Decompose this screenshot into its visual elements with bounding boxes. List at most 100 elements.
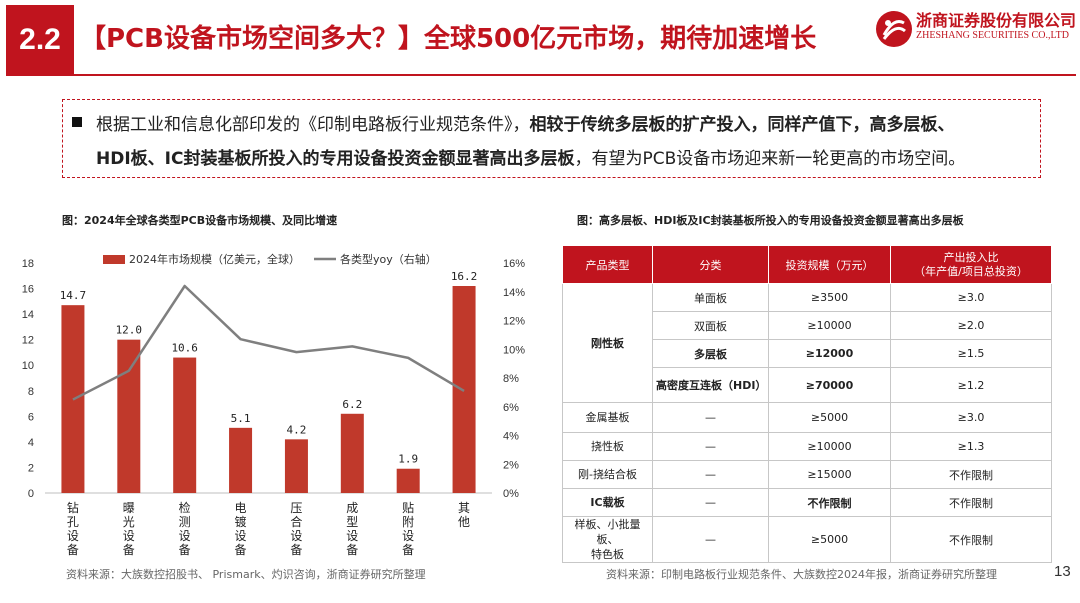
product-type-cell: 样板、小批量板、 特色板: [562, 516, 653, 563]
table-row: 刚性板 单面板 ≥3500 ≥3.0: [562, 283, 1052, 403]
category-label: 合: [290, 514, 302, 529]
category-cell: 单面板: [652, 283, 769, 312]
table-header-cell: 产品类型: [562, 245, 653, 284]
bar-value-label: 1.9: [398, 453, 418, 466]
header-divider: [6, 74, 1076, 76]
product-type-cell: 金属基板: [562, 402, 653, 433]
bar-value-label: 16.2: [451, 270, 478, 283]
chart-source-note: 资料来源：大族数控招股书、 Prismark、灼识咨询，浙商证券研究所整理: [66, 568, 426, 581]
category-cell: —: [652, 460, 769, 489]
y-right-tick-label: 12%: [503, 316, 525, 328]
investment-cell: ≥15000: [768, 460, 891, 489]
y-right-tick-label: 6%: [503, 402, 519, 414]
investment-cell: ≥70000: [768, 367, 891, 403]
bar: [284, 439, 308, 493]
legend-bar-label: 2024年市场规模（亿美元，全球）: [129, 252, 300, 266]
table-row: 金属基板 — ≥5000 ≥3.0: [562, 402, 1052, 433]
category-cell: 双面板: [652, 311, 769, 340]
table-row: 双面板 ≥10000 ≥2.0: [563, 311, 1052, 340]
table-header-row: 产品类型 分类 投资规模（万元） 产出投入比 （年产值/项目总投资）: [562, 245, 1052, 284]
product-type-cell: 刚-挠结合板: [562, 460, 653, 489]
category-cell: 多层板: [652, 339, 769, 368]
category-label: 压: [290, 501, 302, 515]
ratio-cell: 不作限制: [890, 516, 1052, 563]
ratio-cell: ≥3.0: [890, 402, 1052, 433]
yoy-line: [72, 284, 465, 401]
category-label: 镀: [235, 515, 247, 529]
category-label: 他: [458, 515, 470, 529]
ratio-cell: ≥1.3: [890, 432, 1052, 461]
y-left-tick-label: 14: [22, 309, 34, 321]
category-label: 备: [290, 543, 302, 557]
zheshang-logo-icon: [876, 11, 912, 47]
callout-emphasis: 相较于传统多层板的扩产投入，同样产值下，高多层板、: [529, 115, 955, 135]
bar-value-label: 4.2: [287, 423, 307, 436]
bar: [229, 427, 253, 493]
ratio-cell: ≥1.5: [890, 339, 1052, 368]
y-left-tick-label: 12: [22, 335, 34, 347]
category-label: 备: [179, 543, 191, 557]
y-left-tick-label: 0: [28, 488, 34, 500]
chart-figure-title: 图：2024年全球各类型PCB设备市场规模、及同比增速: [62, 214, 338, 227]
y-left-tick-label: 18: [22, 258, 34, 270]
table-header-cell: 产出投入比 （年产值/项目总投资）: [890, 245, 1052, 284]
y-right-tick-label: 10%: [503, 344, 525, 356]
y-left-tick-label: 8: [28, 386, 34, 398]
callout-line-2: HDI板、IC封装基板所投入的专用设备投资金额显著高出多层板，有望为PCB设备市…: [96, 144, 965, 169]
y-right-tick-label: 2%: [503, 459, 519, 471]
product-type-cell: 挠性板: [562, 432, 653, 461]
bar-value-label: 5.1: [231, 412, 251, 425]
y-left-tick-label: 2: [28, 462, 34, 474]
category-label: 设: [235, 529, 247, 543]
table-row: 样板、小批量板、 特色板 — ≥5000 不作限制: [562, 516, 1052, 563]
y-right-tick-label: 0%: [503, 488, 519, 500]
category-label: 孔: [67, 515, 79, 529]
category-cell: —: [652, 402, 769, 433]
category-label: 备: [235, 543, 247, 557]
category-label: 电: [235, 501, 247, 515]
category-label: 光: [123, 515, 135, 529]
investment-cell: ≥5000: [768, 402, 891, 433]
bar: [396, 468, 420, 493]
table-header-cell: 投资规模（万元）: [768, 245, 891, 284]
bar-value-label: 12.0: [116, 324, 143, 337]
ratio-cell: ≥2.0: [890, 311, 1052, 340]
table-figure-title: 图：高多层板、HDI板及IC封装基板所投入的专用设备投资金额显著高出多层板: [577, 214, 964, 227]
category-label: 钻: [67, 500, 79, 515]
category-label: 曝: [123, 501, 135, 515]
investment-cell: ≥5000: [768, 516, 891, 563]
category-label: 型: [346, 515, 358, 529]
y-left-tick-label: 6: [28, 411, 34, 423]
bar: [340, 413, 364, 493]
investment-cell: 不作限制: [768, 488, 891, 517]
category-cell: 高密度互连板（HDI）: [652, 367, 769, 403]
y-right-tick-label: 4%: [503, 431, 519, 443]
callout-emphasis: HDI板、IC封装基板所投入的专用设备投资金额显著高出多层板: [96, 149, 575, 169]
key-point-callout: 根据工业和信息化部印发的《印制电路板行业规范条件》，相较于传统多层板的扩产投入，…: [62, 99, 1041, 178]
investment-cell: ≥10000: [768, 311, 891, 340]
category-label: 设: [179, 529, 191, 543]
category-label: 备: [123, 543, 135, 557]
category-label: 附: [402, 515, 414, 529]
bar-value-label: 10.6: [171, 342, 198, 355]
table-header-cell: 分类: [652, 245, 769, 284]
y-right-tick-label: 14%: [503, 287, 525, 299]
page-number: 13: [1054, 563, 1071, 580]
company-name-cn: 浙商证券股份有限公司: [916, 11, 1077, 30]
ratio-cell: ≥1.2: [890, 367, 1052, 403]
investment-cell: ≥12000: [768, 339, 891, 368]
square-bullet-icon: [72, 117, 82, 127]
legend-bar-swatch: [103, 255, 125, 264]
page-title: 【PCB设备市场空间多大？】全球500亿元市场，期待加速增长: [80, 24, 817, 54]
company-name-en: ZHESHANG SECURITIES CO.,LTD: [916, 30, 1069, 41]
callout-text: 根据工业和信息化部印发的《印制电路板行业规范条件》，: [96, 115, 530, 135]
category-label: 设: [402, 529, 414, 543]
y-right-tick-label: 16%: [503, 258, 525, 270]
ratio-cell: ≥3.0: [890, 283, 1052, 312]
category-cell: —: [652, 516, 769, 563]
category-cell: —: [652, 488, 769, 517]
callout-line-1: 根据工业和信息化部印发的《印制电路板行业规范条件》，相较于传统多层板的扩产投入，…: [96, 110, 955, 135]
table-row: 多层板 ≥12000 ≥1.5: [563, 339, 1052, 368]
table-row: IC载板 — 不作限制 不作限制: [562, 488, 1052, 517]
category-label: 设: [346, 529, 358, 543]
